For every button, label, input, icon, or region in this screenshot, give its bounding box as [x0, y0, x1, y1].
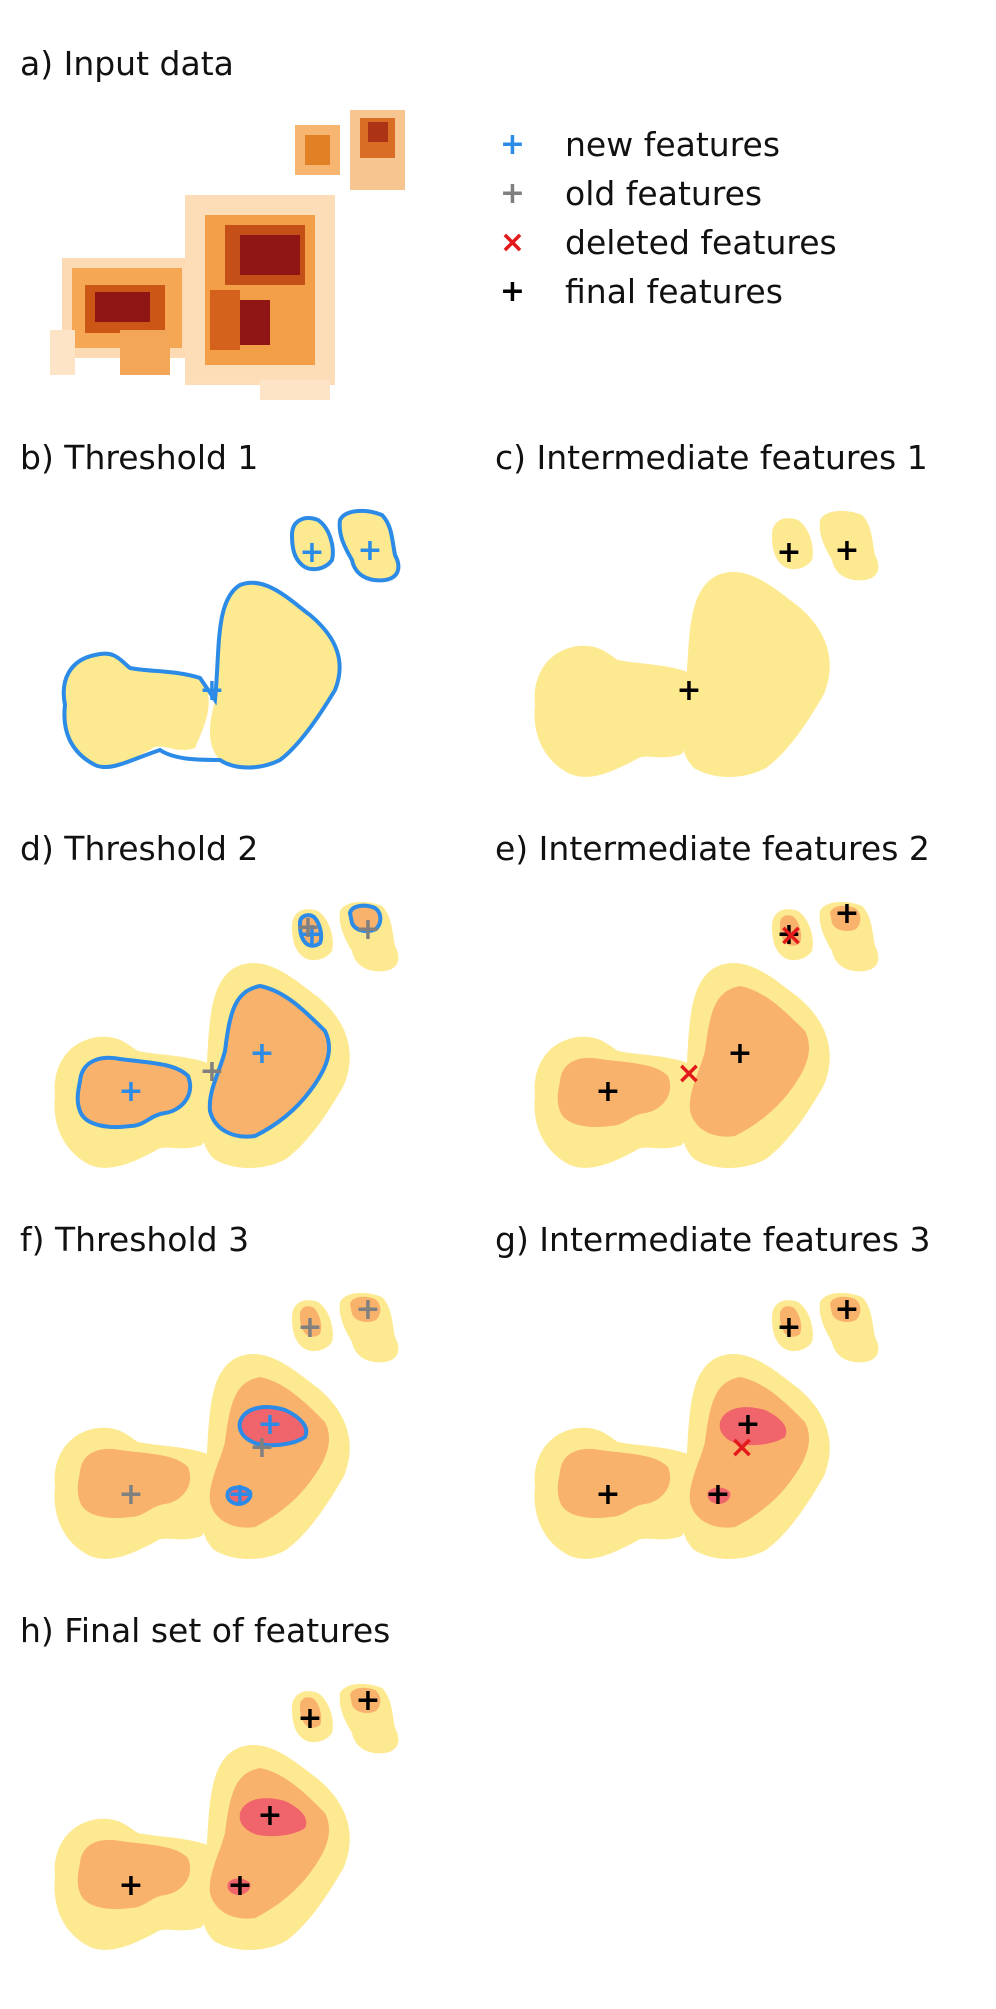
legend-deleted-features: × deleted features	[495, 218, 837, 267]
final-feature-marker: +	[595, 1074, 620, 1109]
new-feature-marker: +	[118, 1074, 143, 1109]
panel-d-threshold-2: + + + + + +	[54, 901, 399, 1168]
input-heatmap	[50, 110, 405, 400]
panel-b-title: b) Threshold 1	[20, 438, 259, 477]
final-feature-marker: +	[834, 533, 859, 568]
final-feature-marker: +	[727, 1036, 752, 1071]
final-feature-marker: +	[834, 896, 859, 931]
final-feature-marker: +	[118, 1868, 143, 1903]
legend-old-features: + old features	[495, 169, 837, 218]
panel-a-title: a) Input data	[20, 44, 234, 83]
final-feature-marker: +	[776, 535, 801, 570]
legend: + new features + old features × deleted …	[495, 120, 837, 316]
legend-label: deleted features	[565, 223, 837, 262]
panel-f-title: f) Threshold 3	[20, 1220, 250, 1259]
old-feature-marker: +	[249, 1430, 274, 1465]
old-feature-marker: +	[199, 1054, 224, 1089]
final-feature-marker: +	[499, 274, 526, 309]
panel-b-threshold-1: + + +	[61, 508, 401, 770]
final-feature-marker: +	[776, 917, 801, 952]
final-feature-marker: +	[676, 673, 701, 708]
old-feature-marker: +	[499, 176, 526, 211]
final-feature-marker: +	[735, 1407, 760, 1442]
panel-f-threshold-3: + + + + + +	[54, 1292, 399, 1559]
new-feature-marker: +	[299, 535, 324, 570]
final-feature-marker: +	[776, 1310, 801, 1345]
new-feature-marker: +	[299, 917, 324, 952]
new-feature-marker: +	[357, 533, 382, 568]
old-feature-marker: +	[355, 1292, 380, 1327]
new-feature-marker: +	[257, 1407, 282, 1442]
new-feature-marker: +	[199, 673, 224, 708]
old-feature-marker: +	[295, 910, 320, 945]
old-feature-marker: +	[118, 1477, 143, 1512]
panel-e-title: e) Intermediate features 2	[495, 829, 930, 868]
new-feature-marker: +	[227, 1477, 252, 1512]
legend-label: final features	[565, 272, 783, 311]
deleted-feature-marker: ×	[778, 918, 803, 953]
final-feature-marker: +	[227, 1868, 252, 1903]
deleted-feature-marker: ×	[729, 1430, 754, 1465]
panel-h-final-features: + + + + +	[54, 1683, 399, 1950]
deleted-feature-marker: ×	[676, 1056, 701, 1091]
final-feature-marker: +	[705, 1477, 730, 1512]
final-feature-marker: +	[257, 1798, 282, 1833]
legend-final-features: + final features	[495, 267, 837, 316]
final-feature-marker: +	[297, 1701, 322, 1736]
new-feature-marker: +	[249, 1036, 274, 1071]
final-feature-marker: +	[834, 1292, 859, 1327]
new-feature-marker: +	[499, 127, 526, 162]
final-feature-marker: +	[595, 1477, 620, 1512]
legend-label: new features	[565, 125, 781, 164]
final-feature-marker: +	[355, 1683, 380, 1718]
panel-h-title: h) Final set of features	[20, 1611, 391, 1650]
panel-d-title: d) Threshold 2	[20, 829, 259, 868]
old-feature-marker: +	[297, 1310, 322, 1345]
panel-c-title: c) Intermediate features 1	[495, 438, 928, 477]
panel-e-intermediate-2: + + + + × ×	[534, 896, 879, 1168]
panel-g-title: g) Intermediate features 3	[495, 1220, 931, 1259]
legend-label: old features	[565, 174, 763, 213]
panel-c-intermediate-1: + + +	[534, 510, 879, 777]
old-feature-marker: +	[355, 912, 380, 947]
deleted-feature-marker: ×	[499, 225, 526, 260]
legend-new-features: + new features	[495, 120, 837, 169]
panel-g-intermediate-3: + + + + + ×	[534, 1292, 879, 1559]
